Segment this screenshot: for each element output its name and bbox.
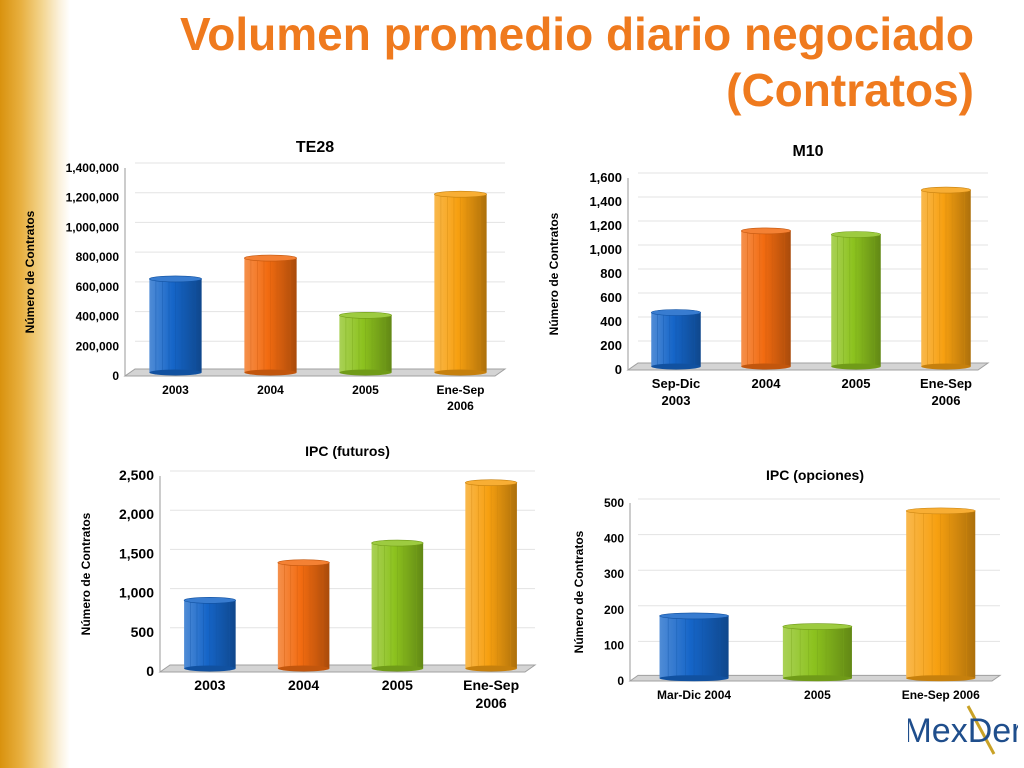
y-tick-label: 800,000 [76,250,120,264]
y-tick-label: 500 [131,624,155,640]
chart-title: IPC (opciones) [766,467,864,483]
y-tick-label: 2,000 [119,506,154,522]
bar [465,479,518,672]
y-tick-label: 1,000 [589,242,622,257]
svg-text:MexDer: MexDer [908,712,1018,750]
bar [650,309,702,370]
chart-te28: 0 200,000 400,000 600,000 800,000 1,000,000 1,… [23,139,507,413]
x-category-label: Ene-Sep [463,677,519,693]
x-category-label: 2004 [257,383,284,397]
x-category-label: 2003 [162,383,189,397]
y-axis-label: Número de Contratos [79,512,93,635]
y-tick-label: 0 [615,362,622,377]
slide-title-line2: (Contratos) [726,64,974,116]
x-category-label: 2006 [932,393,961,408]
x-category-label: Ene-Sep 2006 [902,688,980,702]
chart-ipc-futuros: 0 500 1,000 1,500 2,000 2,500 2003 2004 2005 Ene-… [79,443,537,711]
x-category-label: 2006 [476,695,507,711]
y-tick-label: 0 [146,663,154,679]
x-category-label: 2006 [447,399,474,413]
bar [371,539,424,672]
y-tick-label: 1,400 [589,194,622,209]
y-tick-label: 300 [604,567,624,581]
y-tick-label: 1,000,000 [66,220,120,234]
y-tick-label: 1,200 [589,218,622,233]
x-category-label: Mar-Dic 2004 [657,688,731,702]
bar [920,186,972,370]
bar [244,254,297,376]
y-tick-label: 800 [600,266,622,281]
x-category-label: 2005 [382,677,413,693]
bar [830,231,882,370]
bar [659,612,729,682]
bar [339,312,392,376]
chart-floor [158,664,537,673]
chart-m10: 0 200 400 600 800 1,000 1,200 1,400 1,600 Sep-Dic… [547,143,990,408]
y-tick-label: 400 [600,314,622,329]
y-tick-label: 1,600 [589,170,622,185]
chart-floor [123,368,507,377]
mexder-logo: MexDer [908,705,1018,755]
slide-title: Volumen promedio diario negociado (Contr… [74,6,974,118]
x-category-label: 2005 [842,376,871,391]
slide-title-line1: Volumen promedio diario negociado [180,8,974,60]
x-category-label: Ene-Sep [436,383,484,397]
y-axis-label: Número de Contratos [23,210,37,333]
bar [277,559,330,672]
chart-floor [626,362,990,371]
x-category-label: 2005 [352,383,379,397]
y-tick-label: 0 [112,369,119,383]
y-tick-label: 1,000 [119,585,154,601]
chart-ipc-opciones: 0 100 200 300 400 500 Mar-Dic 2004 2005 Ene-Sep … [572,467,1002,702]
y-tick-label: 1,400,000 [66,161,120,175]
y-axis-label: Número de Contratos [547,212,561,335]
bar [149,275,202,376]
x-category-label: Ene-Sep [920,376,972,391]
y-tick-label: 500 [604,496,624,510]
x-category-label: 2003 [662,393,691,408]
x-category-label: 2005 [804,688,831,702]
y-tick-label: 600 [600,290,622,305]
y-tick-label: 600,000 [76,280,120,294]
y-tick-label: 0 [617,674,624,688]
x-category-label: Sep-Dic [652,376,700,391]
y-tick-label: 200,000 [76,339,120,353]
x-category-label: 2004 [288,677,319,693]
chart-title: IPC (futuros) [305,443,390,459]
y-tick-label: 2,500 [119,467,154,483]
y-axis-label: Número de Contratos [572,530,586,653]
y-tick-label: 200 [604,603,624,617]
x-category-label: 2004 [752,376,782,391]
y-tick-label: 400 [604,532,624,546]
chart-title: M10 [792,143,823,160]
bar [782,623,853,682]
decorative-side-strip [0,0,70,768]
y-tick-label: 200 [600,338,622,353]
y-tick-label: 1,500 [119,545,154,561]
y-tick-label: 100 [604,638,624,652]
bar [434,190,487,376]
y-tick-label: 1,200,000 [66,191,120,205]
x-category-label: 2003 [194,677,225,693]
bar [183,596,236,672]
chart-title: TE28 [296,139,334,156]
bar [905,507,976,682]
y-tick-label: 400,000 [76,310,120,324]
bar [740,227,792,370]
